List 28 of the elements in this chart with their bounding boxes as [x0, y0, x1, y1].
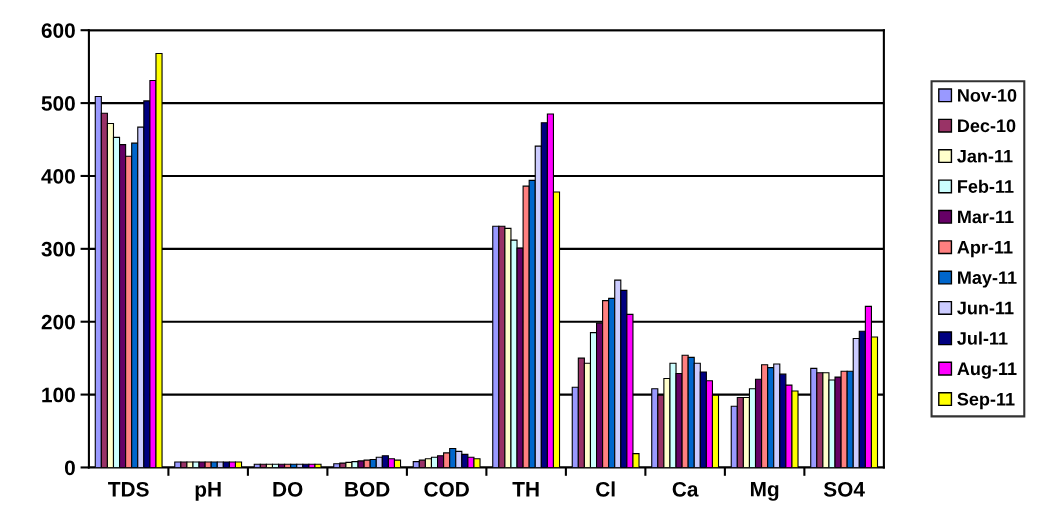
- x-tick-label: BOD: [345, 481, 390, 497]
- legend-label: Jul-11: [957, 331, 1008, 345]
- x-tick-label: pH: [195, 482, 221, 501]
- x-tick-label: SO4: [823, 481, 865, 497]
- x-tick-label: DO: [273, 481, 303, 497]
- legend-label: Sep-11: [957, 392, 1015, 410]
- legend-label: Feb-11: [958, 179, 1014, 193]
- x-tick-label: TDS: [108, 481, 149, 497]
- y-tick-label: 400: [41, 168, 75, 184]
- y-tick-label: 0: [64, 460, 75, 476]
- x-tick-label: Ca: [672, 481, 699, 497]
- y-tick-label: 600: [41, 23, 75, 38]
- x-tick-label: Mg: [750, 482, 779, 501]
- y-tick-label: 100: [42, 387, 75, 403]
- legend-label: Aug-11: [957, 362, 1017, 379]
- legend-label: Apr-11: [957, 241, 1013, 258]
- legend-label: Jan-11: [957, 149, 1013, 163]
- y-tick-label: 300: [41, 241, 75, 257]
- y-tick-label: 500: [41, 96, 75, 111]
- legend-label: Jun-11: [957, 301, 1014, 315]
- x-tick-label: TH: [512, 482, 539, 497]
- legend-label: Dec-10: [958, 119, 1016, 133]
- legend-label: May-11: [958, 271, 1017, 288]
- legend-label: Mar-11: [958, 210, 1014, 224]
- legend-label: Nov-10: [958, 88, 1017, 102]
- x-tick-label: COD: [424, 481, 469, 497]
- x-tick-label: Cl: [596, 481, 615, 497]
- y-tick-label: 200: [41, 314, 75, 330]
